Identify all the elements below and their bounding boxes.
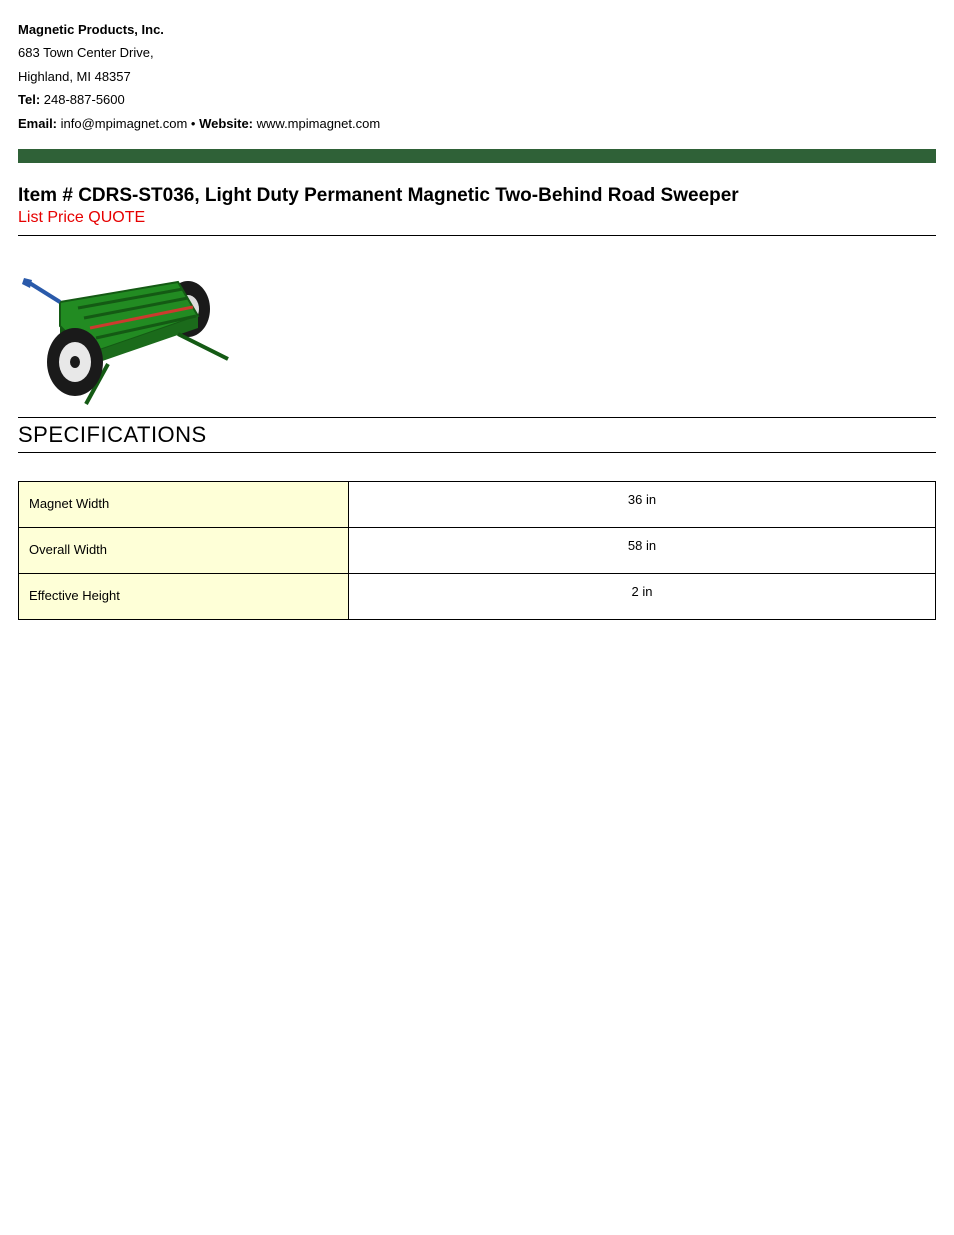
table-row: Overall Width 58 in	[19, 527, 936, 573]
header-divider-bar	[18, 149, 936, 163]
website-label: Website:	[199, 116, 253, 131]
spec-value: 2 in	[349, 573, 936, 619]
email-value: info@mpimagnet.com	[61, 116, 188, 131]
item-title: Item # CDRS-ST036, Light Duty Permanent …	[18, 185, 936, 207]
company-header: Magnetic Products, Inc. 683 Town Center …	[18, 18, 936, 135]
company-address-1: 683 Town Center Drive,	[18, 41, 936, 64]
title-section: Item # CDRS-ST036, Light Duty Permanent …	[18, 185, 936, 227]
specs-heading-divider	[18, 452, 936, 453]
company-contact-line: Email: info@mpimagnet.com • Website: www…	[18, 112, 936, 135]
list-price-value: QUOTE	[88, 209, 145, 226]
table-row: Magnet Width 36 in	[19, 481, 936, 527]
spec-value: 58 in	[349, 527, 936, 573]
tel-label: Tel:	[18, 92, 40, 107]
contact-separator: •	[187, 116, 199, 131]
company-tel-line: Tel: 248-887-5600	[18, 88, 936, 111]
specs-table: Magnet Width 36 in Overall Width 58 in E…	[18, 481, 936, 620]
spec-label: Overall Width	[19, 527, 349, 573]
list-price-label: List Price	[18, 209, 84, 226]
company-address-2: Highland, MI 48357	[18, 65, 936, 88]
spec-value: 36 in	[349, 481, 936, 527]
tel-value: 248-887-5600	[44, 92, 125, 107]
specs-heading: SPECIFICATIONS	[18, 422, 936, 448]
title-divider	[18, 235, 936, 236]
spec-label: Effective Height	[19, 573, 349, 619]
email-label: Email:	[18, 116, 57, 131]
product-image	[18, 254, 233, 409]
spec-label: Magnet Width	[19, 481, 349, 527]
table-row: Effective Height 2 in	[19, 573, 936, 619]
company-name: Magnetic Products, Inc.	[18, 18, 936, 41]
list-price: List Price QUOTE	[18, 209, 936, 227]
image-divider	[18, 417, 936, 418]
website-value: www.mpimagnet.com	[257, 116, 381, 131]
